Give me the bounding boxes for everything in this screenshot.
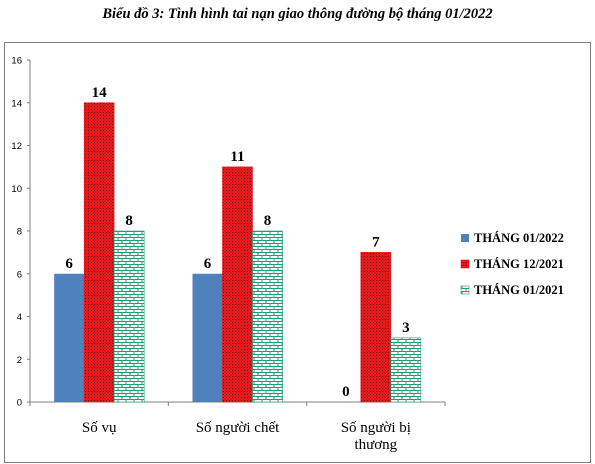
data-label: 11 [230, 149, 244, 165]
legend-label: THÁNG 01/2022 [474, 231, 564, 245]
data-label: 7 [372, 234, 380, 250]
legend-label: THÁNG 01/2021 [474, 283, 564, 297]
bar [252, 230, 283, 403]
bar [390, 337, 422, 403]
legend-swatch [460, 259, 470, 269]
data-label: 6 [65, 256, 73, 272]
y-tick-label: 4 [17, 312, 22, 323]
y-tick-label: 6 [17, 269, 22, 280]
x-category-label: Số vụ [82, 420, 117, 436]
legend-label: THÁNG 12/2021 [474, 257, 564, 271]
data-label: 14 [92, 85, 108, 101]
x-category-label: Số người bị [341, 420, 411, 436]
bar [192, 273, 223, 402]
chart-frame [4, 42, 591, 463]
bar [113, 230, 145, 403]
y-tick-label: 16 [11, 56, 22, 67]
legend-swatch [461, 234, 469, 242]
y-tick-label: 2 [17, 355, 22, 366]
y-tick-label: 12 [11, 141, 22, 152]
data-label: 8 [264, 213, 272, 229]
data-label: 0 [342, 384, 350, 400]
bar [83, 102, 115, 403]
bar [54, 273, 85, 402]
y-tick-label: 8 [17, 227, 22, 238]
x-category-label: thương [354, 437, 397, 453]
chart-title: Biểu đồ 3: Tình hình tai nạn giao thông … [102, 6, 493, 22]
bar [222, 166, 253, 403]
bar [360, 252, 392, 403]
data-label: 8 [125, 213, 133, 229]
data-label: 6 [204, 256, 212, 272]
x-category-label: Số người chết [196, 420, 280, 436]
y-tick-label: 10 [11, 184, 22, 195]
legend-swatch [460, 285, 470, 295]
y-tick-label: 0 [17, 398, 22, 409]
data-label: 3 [402, 320, 410, 336]
y-tick-label: 14 [11, 98, 22, 109]
